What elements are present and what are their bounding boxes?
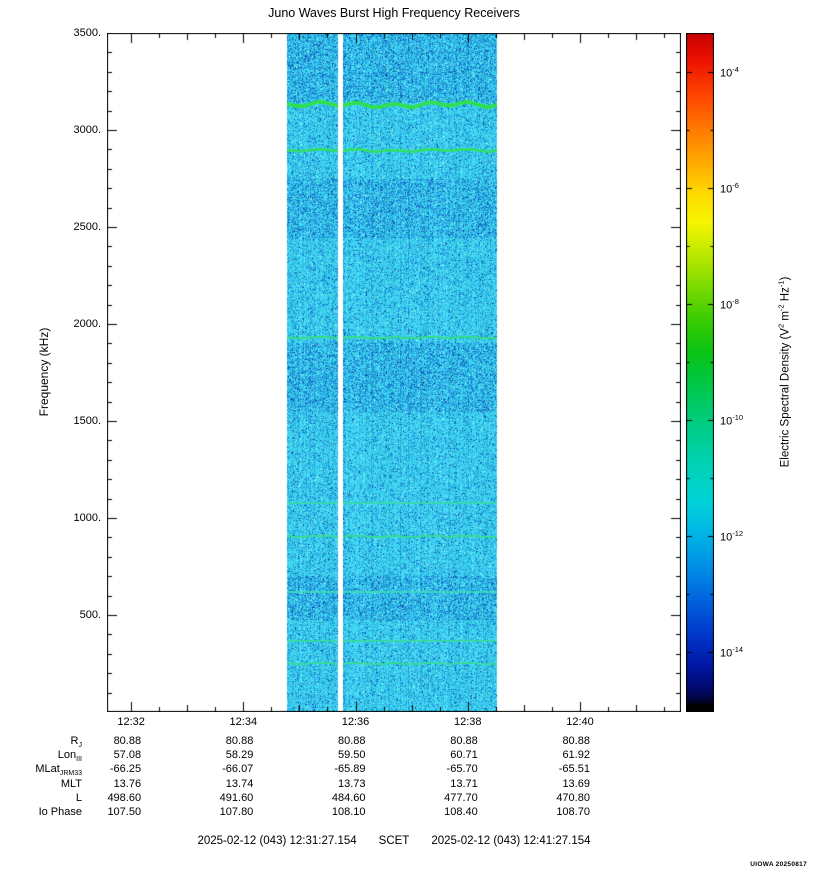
y-tick-label: 1000. [47,512,101,524]
colorbar-tick-label: 10-12 [720,529,743,544]
ephemeris-value: 13.74 [191,778,253,790]
ephemeris-value: 107.80 [191,806,253,818]
ephemeris-value: 80.88 [304,735,366,747]
colorbar-tick-label: 10-10 [720,413,743,428]
ephemeris-value: -66.07 [191,763,253,775]
ephemeris-value: 13.73 [304,778,366,790]
x-tick-label: 12:36 [326,716,386,728]
ephemeris-value: 80.88 [79,735,141,747]
ephemeris-value: -66.25 [79,763,141,775]
colorbar-tick-label: 10-6 [720,181,739,196]
ephemeris-value: 58.29 [191,749,253,761]
watermark: UIOWA 20250817 [750,861,807,868]
ephemeris-value: 57.08 [79,749,141,761]
ephemeris-row-label: RJ [6,735,82,749]
scet-start-time: 2025-02-12 (043) 12:31:27.154 [197,835,356,847]
x-tick-label: 12:32 [101,716,161,728]
ephemeris-value: 108.10 [304,806,366,818]
ephemeris-value: 61.92 [528,749,590,761]
colorbar-label: Electric Spectral Density (V2 m-2 Hz-1) [777,277,792,468]
ephemeris-row-label: L [6,792,82,804]
ephemeris-value: 59.50 [304,749,366,761]
y-tick-label: 500. [47,609,101,621]
juno-waves-spectrogram-page: Juno Waves Burst High Frequency Receiver… [0,0,815,880]
ephemeris-value: -65.70 [416,763,478,775]
ephemeris-value: 80.88 [528,735,590,747]
ephemeris-value: 107.50 [79,806,141,818]
ephemeris-value: 484.60 [304,792,366,804]
ephemeris-row-label: MLatJRM33 [6,763,82,777]
ephemeris-row-label: Io Phase [6,806,82,818]
colorbar-tick-label: 10-8 [720,297,739,312]
ephemeris-value: 498.60 [79,792,141,804]
y-axis-label: Frequency (kHz) [37,328,51,417]
ephemeris-value: 80.88 [191,735,253,747]
colorbar-gradient [686,33,714,712]
ephemeris-value: 108.40 [416,806,478,818]
scet-line: 2025-02-12 (043) 12:31:27.154 SCET 2025-… [107,835,681,847]
ephemeris-value: 108.70 [528,806,590,818]
x-tick-label: 12:40 [550,716,610,728]
y-tick-label: 2000. [47,318,101,330]
y-tick-label: 2500. [47,221,101,233]
chart-title: Juno Waves Burst High Frequency Receiver… [107,6,681,20]
ephemeris-value: 13.69 [528,778,590,790]
colorbar-tick-label: 10-14 [720,645,743,660]
ephemeris-value: -65.51 [528,763,590,775]
scet-label: SCET [379,835,410,847]
ephemeris-value: 13.71 [416,778,478,790]
ephemeris-value: 477.70 [416,792,478,804]
ephemeris-value: -65.89 [304,763,366,775]
y-tick-label: 1500. [47,415,101,427]
ephemeris-value: 470.80 [528,792,590,804]
y-tick-label: 3500. [47,27,101,39]
y-tick-label: 3000. [47,124,101,136]
ephemeris-row-label: LonIII [6,749,82,763]
spectrogram-canvas [107,33,681,712]
ephemeris-value: 80.88 [416,735,478,747]
colorbar-tick-label: 10-4 [720,65,739,80]
x-tick-label: 12:38 [438,716,498,728]
ephemeris-value: 13.76 [79,778,141,790]
x-tick-label: 12:34 [213,716,273,728]
scet-end-time: 2025-02-12 (043) 12:41:27.154 [431,835,590,847]
ephemeris-row-label: MLT [6,778,82,790]
ephemeris-value: 491.60 [191,792,253,804]
ephemeris-value: 60.71 [416,749,478,761]
